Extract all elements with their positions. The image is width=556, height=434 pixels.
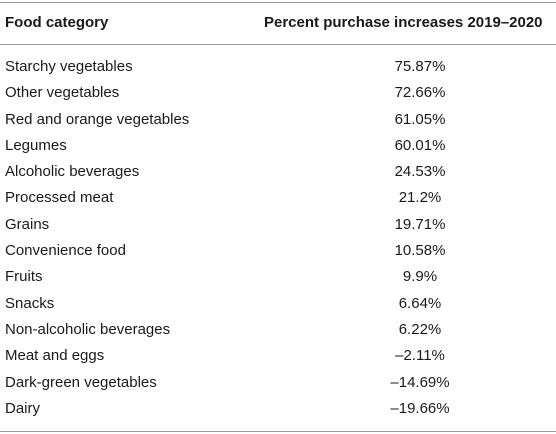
table-row: Processed meat 21.2%: [0, 185, 556, 211]
row-category: Convenience food: [5, 242, 126, 260]
table-bottom-rule: [0, 431, 556, 432]
row-category: Alcoholic beverages: [5, 163, 140, 181]
table-row: Grains 19.71%: [0, 212, 556, 238]
row-category: Dairy: [5, 399, 41, 417]
table-row: Red and orange vegetables 61.05%: [0, 107, 556, 133]
row-category: Non-alcoholic beverages: [5, 320, 171, 338]
row-increase: 75.87%: [394, 58, 446, 75]
row-category: Snacks: [5, 294, 55, 312]
row-category: Red and orange vegetables: [5, 110, 190, 128]
row-increase: 61.05%: [394, 110, 446, 128]
row-category: Legumes: [5, 136, 67, 154]
header-food-category: Food category: [5, 14, 109, 31]
row-category: Processed meat: [5, 189, 114, 207]
table-row: Legumes 60.01%: [0, 133, 556, 159]
table-row: Non-alcoholic beverages 6.22%: [0, 317, 556, 343]
table-row: Dark-green vegetables –14.69%: [0, 370, 556, 396]
row-increase: 9.9%: [402, 268, 438, 286]
row-increase: –19.66%: [390, 399, 450, 417]
row-category: Starchy vegetables: [5, 58, 133, 75]
row-increase: 19.71%: [394, 215, 446, 233]
table-row: Convenience food 10.58%: [0, 238, 556, 264]
row-category: Other vegetables: [5, 84, 120, 102]
table-row: Fruits 9.9%: [0, 264, 556, 290]
row-category: Grains: [5, 215, 50, 233]
row-increase: 21.2%: [398, 189, 442, 207]
table-top-rule: [0, 2, 556, 3]
row-category: Meat and eggs: [5, 347, 105, 365]
table-row: Meat and eggs –2.11%: [0, 343, 556, 369]
row-increase: –2.11%: [395, 347, 445, 365]
row-increase: –14.69%: [390, 373, 450, 391]
table-body: Starchy vegetables 75.87% Other vegetabl…: [0, 54, 556, 422]
row-increase: 6.22%: [398, 320, 442, 338]
row-increase: 24.53%: [394, 163, 446, 181]
row-increase: 72.66%: [394, 84, 446, 102]
row-increase: 60.01%: [394, 136, 446, 154]
table-row: Starchy vegetables 75.87%: [0, 54, 556, 80]
header-percent-increase: Percent purchase increases 2019–2020: [264, 14, 543, 31]
table-row: Dairy –19.66%: [0, 396, 556, 422]
table-header-rule: [0, 44, 556, 45]
row-category: Dark-green vegetables: [5, 373, 157, 391]
row-increase: 6.64%: [398, 294, 442, 312]
row-category: Fruits: [5, 268, 43, 286]
table-row: Other vegetables 72.66%: [0, 80, 556, 106]
table-row: Snacks 6.64%: [0, 291, 556, 317]
row-increase: 10.58%: [394, 242, 446, 260]
table-row: Alcoholic beverages 24.53%: [0, 159, 556, 185]
table-header-row: Food category Percent purchase increases…: [0, 2, 556, 44]
